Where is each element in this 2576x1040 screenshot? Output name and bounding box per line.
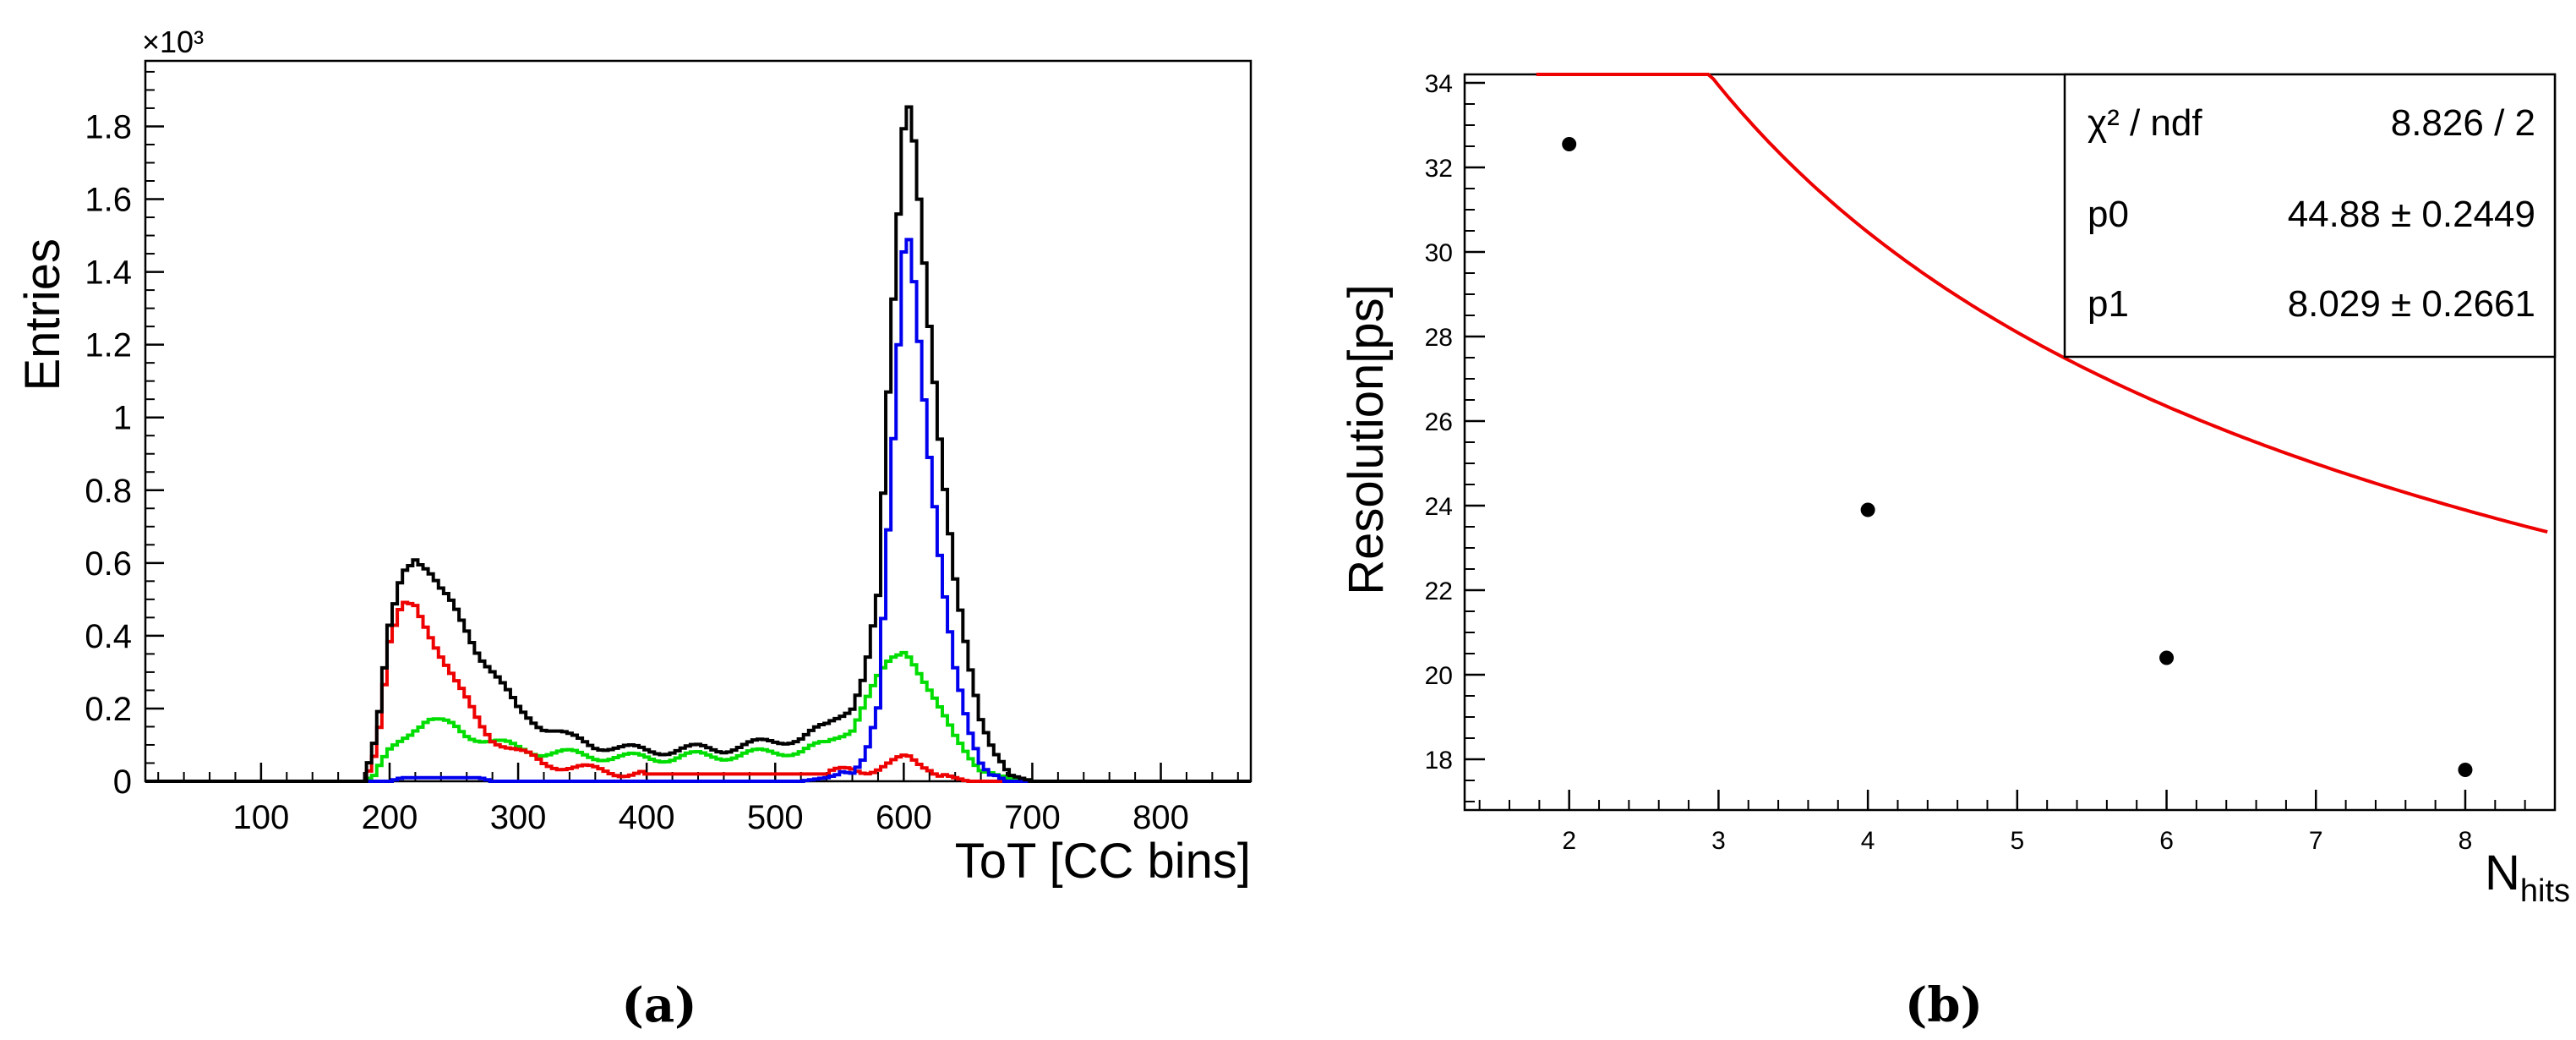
x-tick-label: 600 xyxy=(876,799,932,836)
x-tick-label: 2 xyxy=(1562,827,1576,855)
x-tick-label: 400 xyxy=(619,799,675,836)
panel-a: 100 200 300 400 500 600 700 800 0 0.2 0.4 0.6 0.8 1 1… xyxy=(15,25,1253,1033)
histogram-series-green xyxy=(145,650,1251,783)
panel-b-x-axis-title-sub: hits xyxy=(2520,873,2570,909)
y-tick-label: 1.6 xyxy=(85,182,132,219)
data-point xyxy=(1562,137,1577,151)
stats-p0-value: 44.88 ± 0.2449 xyxy=(2288,194,2535,235)
panel-b-y-axis-title: Resolution[ps] xyxy=(1339,284,1394,595)
x-tick-label: 300 xyxy=(490,799,547,836)
panel-a-x-axis-title: ToT [CC bins] xyxy=(955,834,1251,889)
y-tick-label: 1 xyxy=(113,400,132,437)
y-tick-label: 1.8 xyxy=(85,108,132,145)
y-tick-label: 0.4 xyxy=(85,618,132,655)
data-point xyxy=(2458,763,2473,777)
x-tick-label: 7 xyxy=(2309,827,2323,855)
x-tick-label: 8 xyxy=(2459,827,2473,855)
panel-b-stats-box: χ² / ndf 8.826 / 2 p0 44.88 ± 0.2449 p1 … xyxy=(2063,73,2557,359)
x-tick-label: 800 xyxy=(1132,799,1189,836)
data-point xyxy=(2159,650,2175,665)
x-tick-label: 4 xyxy=(1861,827,1875,855)
x-tick-label: 200 xyxy=(362,799,418,836)
data-point xyxy=(1860,502,1875,517)
panel-a-x-ticks: 100 200 300 400 500 600 700 800 xyxy=(157,763,1239,836)
y-tick-label: 30 xyxy=(1425,239,1453,267)
panel-a-series xyxy=(145,105,1251,783)
panel-b-x-axis-title: Nhits xyxy=(2485,846,2570,909)
y-tick-label: 1.4 xyxy=(85,255,132,292)
panel-b-x-axis-title-main: N xyxy=(2485,846,2520,900)
panel-a-frame xyxy=(144,59,1253,783)
x-tick-label: 100 xyxy=(233,799,290,836)
x-tick-label: 700 xyxy=(1004,799,1061,836)
y-tick-label: 0.2 xyxy=(85,691,132,728)
x-tick-label: 6 xyxy=(2159,827,2174,855)
panel-b-y-ticks: 18 20 22 24 26 28 30 32 34 xyxy=(1425,70,1485,802)
y-tick-label: 24 xyxy=(1425,493,1453,521)
y-tick-label: 0.6 xyxy=(85,545,132,583)
stats-p1-label: p1 xyxy=(2088,283,2129,325)
y-tick-label: 20 xyxy=(1425,662,1453,690)
y-tick-label: 0 xyxy=(113,764,132,801)
panel-b-data-points xyxy=(1562,137,2473,777)
y-tick-label: 0.8 xyxy=(85,473,132,510)
histogram-series-red xyxy=(145,600,1251,783)
panel-b-fit-curve xyxy=(1536,73,2548,534)
panel-a-caption: (a) xyxy=(621,977,696,1033)
y-tick-label: 28 xyxy=(1425,324,1453,352)
x-tick-label: 3 xyxy=(1711,827,1726,855)
panel-a-y-ticks: 0 0.2 0.4 0.6 0.8 1 1.2 1.4 1.6 1.8 xyxy=(85,70,164,801)
panel-b-caption: (b) xyxy=(1905,977,1983,1033)
stats-p1-value: 8.029 ± 0.2661 xyxy=(2288,283,2535,325)
y-tick-label: 18 xyxy=(1425,747,1453,775)
panel-b-x-ticks: 2 3 4 5 6 7 8 xyxy=(1478,790,2526,855)
y-tick-label: 26 xyxy=(1425,408,1453,436)
x-tick-label: 5 xyxy=(2010,827,2024,855)
panel-a-exponent-label: ×10³ xyxy=(142,25,204,59)
y-tick-label: 1.2 xyxy=(85,327,132,364)
fit-curve xyxy=(1536,73,2548,534)
y-tick-label: 34 xyxy=(1425,70,1453,98)
x-tick-label: 500 xyxy=(747,799,804,836)
histogram-series-black xyxy=(145,105,1251,783)
stats-chi2-label: χ² / ndf xyxy=(2088,102,2202,144)
panel-a-y-axis-title: Entries xyxy=(15,238,70,391)
stats-p0-label: p0 xyxy=(2088,194,2129,235)
y-tick-label: 32 xyxy=(1425,155,1453,183)
stats-box-frame xyxy=(2063,73,2557,359)
stats-chi2-value: 8.826 / 2 xyxy=(2391,102,2535,144)
histogram-series-blue xyxy=(145,238,1251,783)
y-tick-label: 22 xyxy=(1425,577,1453,605)
